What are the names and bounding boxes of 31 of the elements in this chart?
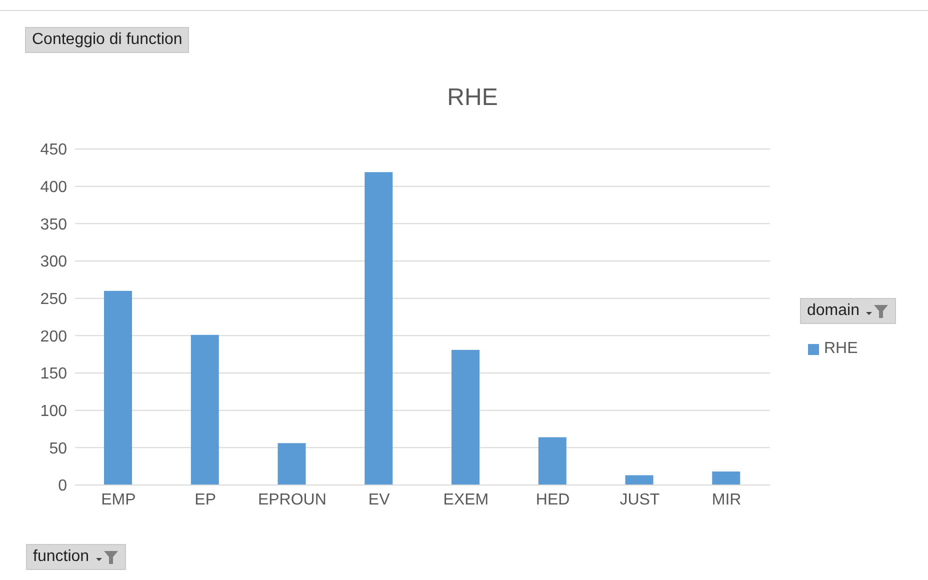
legend-title: domain [807,302,860,320]
chart-title: RHE [446,84,499,112]
bar [104,290,132,485]
bar [538,437,566,485]
y-tick-label: 200 [40,328,68,346]
text: Conteggio di function [32,31,182,49]
bar [452,350,480,485]
x-tick-label: EPROUN [258,491,326,508]
y-tick-label: 400 [40,179,68,196]
x-tick-label: HED [536,491,570,508]
x-tick-label: MIR [712,491,742,508]
y-tick-label: 300 [40,254,68,271]
y-tick-label: 150 [40,366,68,383]
y-tick-label: 250 [40,291,68,308]
x-axis-title: function [33,548,90,566]
y-tick-label: 0 [58,478,68,495]
x-tick-label: EMP [101,491,136,508]
y-tick-label: 450 [40,142,68,159]
x-tick-label: EXEM [443,491,489,508]
bar [625,475,654,485]
bar [712,472,740,485]
x-tick-label: EP [194,491,216,508]
bar [364,172,393,485]
x-tick-label: EV [368,491,390,508]
y-tick-label: 50 [49,440,68,458]
bar [278,443,306,485]
y-tick-label: 100 [40,403,68,420]
bar [190,334,219,485]
y-tick-label: 350 [40,216,68,234]
legend-label: RHE [823,340,858,358]
x-tick-label: JUST [620,491,660,508]
